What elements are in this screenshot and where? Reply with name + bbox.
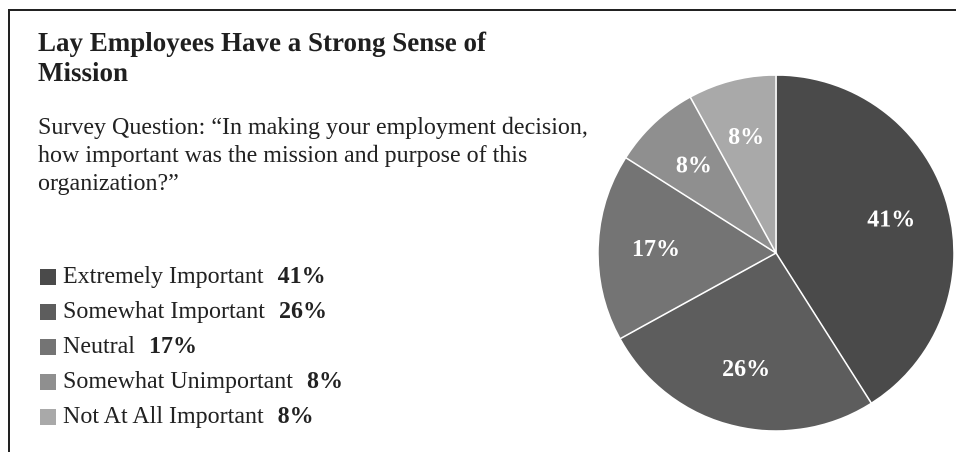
legend-item-extremely-important: Extremely Important 41%	[40, 259, 343, 294]
legend: Extremely Important 41% Somewhat Importa…	[40, 259, 343, 434]
legend-swatch	[40, 303, 56, 320]
slice-label-not-at-all-important: 8%	[728, 124, 764, 150]
legend-swatch	[40, 373, 56, 390]
legend-value: 17%	[148, 333, 197, 359]
legend-label: Somewhat Important	[63, 298, 265, 324]
pie-slice-not-at-all-important	[689, 74, 777, 254]
legend-item-not-at-all-important: Not At All Important 8%	[40, 399, 343, 434]
slice-label-extremely-important: 41%	[867, 207, 915, 233]
survey-question: Survey Question: “In making your employm…	[38, 114, 588, 196]
pie-slice-extremely-important	[775, 74, 955, 405]
pie-slice-somewhat-important	[618, 252, 873, 432]
legend-label: Not At All Important	[63, 403, 264, 429]
legend-value: 26%	[278, 298, 327, 324]
chart-title: Lay Employees Have a Strong Sense of Mis…	[38, 27, 487, 87]
chart-frame	[8, 9, 956, 452]
legend-item-somewhat-important: Somewhat Important 26%	[40, 294, 343, 329]
legend-item-neutral: Neutral 17%	[40, 329, 343, 364]
slice-label-somewhat-unimportant: 8%	[676, 153, 712, 179]
legend-item-somewhat-unimportant: Somewhat Unimportant 8%	[40, 364, 343, 399]
legend-swatch	[40, 268, 56, 285]
legend-label: Extremely Important	[63, 263, 264, 289]
pie-slice-neutral	[597, 156, 778, 340]
slice-label-somewhat-important: 26%	[722, 356, 770, 382]
legend-swatch	[40, 338, 56, 355]
legend-value: 41%	[277, 263, 326, 289]
pie-slice-somewhat-unimportant	[624, 95, 777, 254]
slice-label-neutral: 17%	[632, 236, 680, 262]
legend-swatch	[40, 408, 56, 425]
legend-value: 8%	[306, 368, 343, 394]
legend-label: Somewhat Unimportant	[63, 368, 293, 394]
legend-value: 8%	[277, 403, 314, 429]
legend-label: Neutral	[63, 333, 135, 359]
